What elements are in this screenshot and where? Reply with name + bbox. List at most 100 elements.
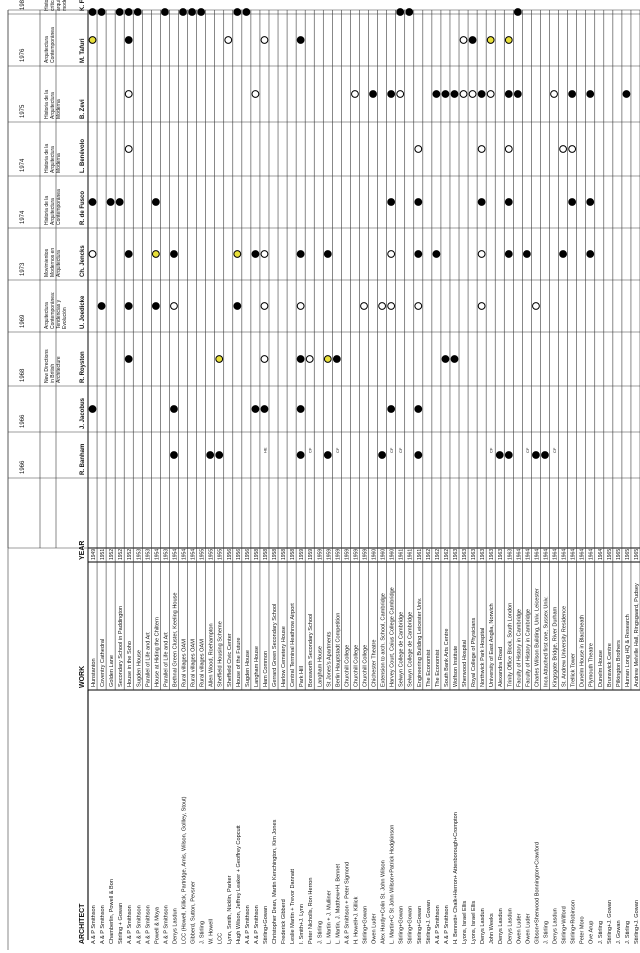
- table-row: 1954 Rural villages OAM Gibberd, Sutton, P…: [188, 8, 197, 944]
- book-author: R. de Fusco: [80, 191, 86, 225]
- row-year: 1964: [562, 549, 568, 560]
- mark-dot: [387, 198, 396, 206]
- row-year: 1964: [534, 549, 540, 560]
- row-architect: Denys Lasdun: [480, 908, 486, 944]
- book-header-3: 1968 New Directions in British Architecture…: [20, 349, 86, 383]
- row-work: Rural villages OAM: [191, 639, 197, 687]
- row-work: Rural villages OAM: [200, 639, 206, 687]
- table-row: 1952 Golden Lane Chamberlin, Powell & Bon: [106, 198, 115, 944]
- mark-dot: [414, 145, 423, 153]
- book-title-line: Evolución: [62, 307, 68, 329]
- row-year: 1961: [399, 549, 405, 560]
- row-year: 1959: [317, 549, 323, 560]
- row-work: Sherwood Hospital: [462, 640, 468, 687]
- row-year: 1959: [326, 549, 332, 560]
- book-year: 1966: [20, 460, 26, 474]
- row-work: The Economist: [426, 649, 432, 687]
- row-architect: Leslie Martin + Trevor Dannatt: [290, 868, 296, 944]
- book-title-line: Historia de la: [44, 196, 50, 225]
- mark-dot: [459, 90, 468, 98]
- table-row: 1959 Churchill College Stirling+Gowan: [360, 302, 369, 944]
- mark-dot: [559, 250, 567, 258]
- table-row: 1952 Secondary School in Paddington Stirli…: [115, 8, 124, 944]
- row-year: 1965: [634, 549, 640, 560]
- row-year: 1964: [553, 549, 559, 560]
- mark-dot: [296, 355, 305, 363]
- row-work: Central Terminal Heathrow Airport: [290, 603, 296, 687]
- row-year: 1964: [580, 549, 586, 560]
- row-work: Churchill College: [363, 645, 369, 687]
- row-work: Extension to arch. School, Cambridge: [381, 593, 387, 687]
- table-row: 1955 Sheffield Housing Scheme LCC: [215, 355, 224, 944]
- mark-dot: [242, 8, 251, 16]
- row-architect: H. Bennett+ Chalk+Herron+ Attenborough+C…: [453, 812, 459, 944]
- book-title-line: in British: [50, 364, 56, 383]
- mark-dot: [568, 90, 577, 98]
- table-row: 1962 The Economist Stirling+J. Gowan: [426, 549, 432, 944]
- mark-dot: [622, 90, 631, 98]
- row-architect: John Weeks: [489, 913, 495, 944]
- book-title-line: Contemporánea:: [50, 292, 56, 329]
- mark-dot: [296, 451, 305, 459]
- book-author: M. Tafuri: [80, 38, 86, 63]
- row-work: Berlin Hauptstadt Competition: [335, 613, 341, 687]
- book-header-6: 1974 Historia de la Arquitectura Contemporá…: [20, 189, 86, 225]
- table-row: 1960 Harvey Court, Caius College Cambridg…: [387, 90, 396, 944]
- table-row: 1963 Wolfson Institute H. Bennett+ Chalk+H…: [450, 90, 459, 944]
- row-architect: Denys Lasdun: [498, 908, 504, 944]
- table-row: 1953 Sugden House A & P Smithson: [133, 8, 142, 944]
- row-work: Royal College of Physicians: [471, 617, 477, 687]
- row-architect: A & P Smithson: [245, 905, 251, 944]
- row-year: 1959: [344, 549, 350, 560]
- row-year: 1959: [299, 549, 305, 560]
- mark-dot: [414, 451, 423, 459]
- row-year: 1955: [200, 549, 206, 560]
- book-header-7: 1974 Historia de la Arquitectura Moderna L. …: [20, 139, 86, 173]
- table-row: 1964 Kingsgate Bridge, River Durham Denys …: [550, 90, 559, 944]
- mark-dot: [88, 405, 97, 413]
- row-work: Coventry Cathedral: [100, 639, 106, 687]
- row-architect: Gibson+Sherwood Bonnington+Crawford: [534, 842, 540, 944]
- table-row: 1962 The Economist A & P Smithson: [432, 90, 441, 944]
- row-year: 1963: [507, 549, 513, 560]
- table-row: 1953 Parallel of Life and Art A & P Smiths…: [161, 8, 169, 944]
- mark-dot: [468, 90, 477, 98]
- book-year: 1980: [20, 0, 26, 10]
- row-architect: Lyons, Israel Ellis: [471, 900, 477, 944]
- row-work: Inca Attached first one, Sussex Univ.: [543, 596, 549, 687]
- mark-dot: [251, 90, 260, 98]
- table-row: 1964 Faculty of History in Cambridge Owen …: [513, 8, 522, 944]
- mark-dot: [124, 250, 133, 258]
- mark-dot: [161, 8, 169, 16]
- book-title-line: Modernos en: [50, 248, 56, 277]
- row-work: Sugden House: [245, 650, 251, 687]
- mark-dot: [124, 302, 133, 310]
- row-work: Ham Common: [263, 651, 269, 687]
- row-work: Andrew Melville Hall, Ringsgaard, Pudsey: [634, 583, 640, 687]
- mark-dot: [215, 355, 224, 363]
- table-row: 1960 Extension to arch. School, Cambridge…: [378, 302, 387, 944]
- row-architect: W. Howell: [209, 919, 215, 944]
- row-year: 1959: [363, 549, 369, 560]
- table-row: 1964 Dunelm House J. Stirling: [598, 549, 604, 944]
- row-year: 1958: [263, 549, 269, 560]
- book-title-line: Arquitectura: [50, 92, 56, 119]
- row-work: House at Hiding the Chiltern: [154, 617, 160, 687]
- mark-dot: [432, 250, 441, 258]
- row-architect: A & P Smithson: [444, 905, 450, 944]
- mark-dot: [387, 90, 396, 98]
- book-header-9: 1976 Arquitectura Contemporánea M. Tafuri: [20, 27, 86, 63]
- mark-dot: [296, 250, 305, 258]
- row-work: Langham House: [317, 646, 323, 687]
- mark-dot: [550, 90, 558, 98]
- book-header-5: 1973 Movimientos Modernos en Arquitectura Ch…: [20, 245, 86, 277]
- book-title-line: Arquitectura: [50, 198, 56, 225]
- row-architect: A & P Smithson: [100, 905, 106, 944]
- mark-dot: [387, 250, 396, 258]
- row-architect: I. Smith+J. Lynn: [299, 904, 305, 944]
- mark-dot: [441, 355, 450, 363]
- row-year: 1959: [335, 549, 341, 560]
- mark-dot: [513, 90, 522, 98]
- mark-dot: [477, 250, 486, 258]
- mark-dot: [170, 451, 178, 459]
